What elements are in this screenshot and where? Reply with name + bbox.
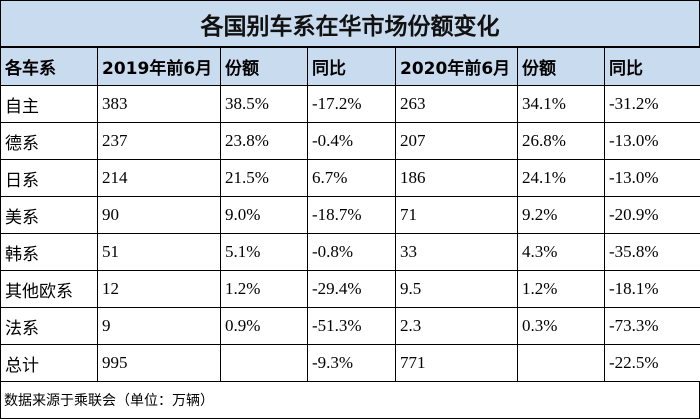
data-cell: -20.9% xyxy=(604,196,700,234)
table-row: 韩系 51 5.1% -0.8% 33 4.3% -35.8% xyxy=(0,233,700,271)
header-cell: 2020年前6月 xyxy=(395,47,518,86)
row-label-cell: 法系 xyxy=(0,307,98,345)
data-cell: 1.2% xyxy=(220,270,308,308)
header-cell: 份额 xyxy=(220,47,308,86)
data-cell xyxy=(220,344,308,382)
data-cell: 0.9% xyxy=(220,307,308,345)
data-cell: -17.2% xyxy=(307,85,396,123)
row-label-cell: 日系 xyxy=(0,159,98,197)
data-cell: 1.2% xyxy=(517,270,605,308)
data-cell: 51 xyxy=(97,233,221,271)
data-cell: 33 xyxy=(395,233,518,271)
data-cell: 23.8% xyxy=(220,122,308,160)
data-cell: 9.0% xyxy=(220,196,308,234)
data-cell: -51.3% xyxy=(307,307,396,345)
data-cell: 12 xyxy=(97,270,221,308)
data-cell: -29.4% xyxy=(307,270,396,308)
data-cell: -13.0% xyxy=(604,159,700,197)
data-cell: 383 xyxy=(97,85,221,123)
data-cell: 34.1% xyxy=(517,85,605,123)
data-cell: 4.3% xyxy=(517,233,605,271)
data-cell: 24.1% xyxy=(517,159,605,197)
data-cell: -31.2% xyxy=(604,85,700,123)
table-row: 日系 214 21.5% 6.7% 186 24.1% -13.0% xyxy=(0,159,700,197)
data-cell: 6.7% xyxy=(307,159,396,197)
data-cell: 263 xyxy=(395,85,518,123)
row-label-cell: 自主 xyxy=(0,85,98,123)
data-cell: 186 xyxy=(395,159,518,197)
data-cell: 771 xyxy=(395,344,518,382)
data-cell: 9 xyxy=(97,307,221,345)
data-cell: 0.3% xyxy=(517,307,605,345)
data-cell: -0.8% xyxy=(307,233,396,271)
data-cell: 26.8% xyxy=(517,122,605,160)
data-cell: -18.7% xyxy=(307,196,396,234)
row-label-cell: 总计 xyxy=(0,344,98,382)
header-row: 各车系 2019年前6月 份额 同比 2020年前6月 份额 同比 xyxy=(0,47,700,86)
data-cell: -35.8% xyxy=(604,233,700,271)
header-cell: 同比 xyxy=(307,47,396,86)
table-row: 美系 90 9.0% -18.7% 71 9.2% -20.9% xyxy=(0,196,700,234)
market-share-table: 各车系 2019年前6月 份额 同比 2020年前6月 份额 同比 自主 383 3… xyxy=(0,47,700,382)
data-cell: 237 xyxy=(97,122,221,160)
data-cell: 9.2% xyxy=(517,196,605,234)
data-cell: -73.3% xyxy=(604,307,700,345)
header-cell: 份额 xyxy=(517,47,605,86)
data-cell: -18.1% xyxy=(604,270,700,308)
data-cell: 5.1% xyxy=(220,233,308,271)
data-cell: 995 xyxy=(97,344,221,382)
data-cell: 207 xyxy=(395,122,518,160)
data-cell: 2.3 xyxy=(395,307,518,345)
row-label-cell: 韩系 xyxy=(0,233,98,271)
data-cell: -22.5% xyxy=(604,344,700,382)
table-title: 各国别车系在华市场份额变化 xyxy=(0,0,700,47)
data-cell xyxy=(517,344,605,382)
data-cell: -13.0% xyxy=(604,122,700,160)
data-cell: 21.5% xyxy=(220,159,308,197)
row-label-cell: 其他欧系 xyxy=(0,270,98,308)
data-cell: 9.5 xyxy=(395,270,518,308)
row-label-cell: 德系 xyxy=(0,122,98,160)
data-cell: -9.3% xyxy=(307,344,396,382)
table-row: 法系 9 0.9% -51.3% 2.3 0.3% -73.3% xyxy=(0,307,700,345)
table-row: 总计 995 -9.3% 771 -22.5% xyxy=(0,344,700,382)
data-cell: -0.4% xyxy=(307,122,396,160)
header-cell: 各车系 xyxy=(0,47,98,86)
table-row: 德系 237 23.8% -0.4% 207 26.8% -13.0% xyxy=(0,122,700,160)
header-cell: 同比 xyxy=(604,47,700,86)
row-label-cell: 美系 xyxy=(0,196,98,234)
header-cell: 2019年前6月 xyxy=(97,47,221,86)
table-row: 其他欧系 12 1.2% -29.4% 9.5 1.2% -18.1% xyxy=(0,270,700,308)
data-cell: 90 xyxy=(97,196,221,234)
data-cell: 214 xyxy=(97,159,221,197)
data-cell: 38.5% xyxy=(220,85,308,123)
source-note: 数据来源于乘联会（单位：万辆） xyxy=(0,382,700,419)
data-cell: 71 xyxy=(395,196,518,234)
table-row: 自主 383 38.5% -17.2% 263 34.1% -31.2% xyxy=(0,85,700,123)
